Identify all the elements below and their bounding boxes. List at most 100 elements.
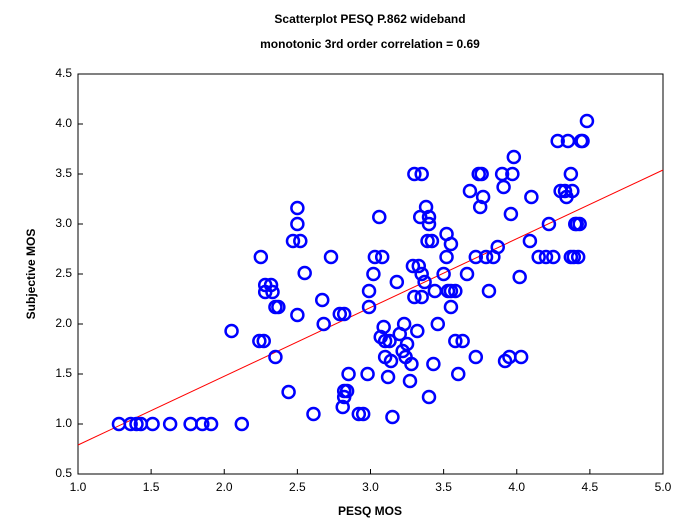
- data-point: [512, 269, 527, 285]
- fit-line: [77, 169, 664, 446]
- y-tick-label: 3.0: [55, 216, 72, 230]
- data-point: [374, 249, 390, 265]
- chart-title: Scatterplot PESQ P.862 wideband: [274, 12, 465, 26]
- data-point: [341, 366, 356, 382]
- data-point: [424, 233, 440, 249]
- data-point: [407, 289, 422, 305]
- data-point: [513, 349, 529, 365]
- data-point: [427, 283, 443, 299]
- data-point: [290, 216, 305, 232]
- data-point: [439, 249, 454, 265]
- data-point: [297, 265, 312, 281]
- data-point: [281, 384, 296, 400]
- data-point: [257, 284, 273, 300]
- data-point: [579, 113, 595, 129]
- data-point: [336, 306, 352, 322]
- data-point: [382, 333, 397, 349]
- data-point: [396, 316, 412, 332]
- data-point: [570, 249, 586, 265]
- data-point: [332, 306, 348, 322]
- data-point: [420, 233, 435, 249]
- x-tick-label: 1.5: [143, 480, 160, 494]
- data-point: [506, 149, 522, 165]
- data-point: [468, 349, 484, 365]
- data-point: [565, 183, 580, 199]
- data-point: [360, 366, 375, 382]
- y-tick-label: 3.5: [55, 166, 72, 180]
- data-point: [385, 409, 400, 425]
- x-tick-label: 4.5: [582, 480, 599, 494]
- data-point: [253, 249, 269, 265]
- data-point: [417, 274, 432, 290]
- data-point: [569, 216, 584, 232]
- x-tick-label: 2.0: [216, 480, 233, 494]
- chart-subtitle: monotonic 3rd order correlation = 0.69: [260, 37, 480, 51]
- y-tick-label: 1.5: [55, 366, 72, 380]
- data-point: [426, 356, 441, 372]
- data-point: [550, 133, 565, 149]
- data-point: [351, 406, 367, 422]
- data-point: [505, 166, 520, 182]
- data-point: [481, 283, 497, 299]
- data-point: [339, 383, 355, 399]
- data-point: [234, 416, 250, 432]
- data-point: [490, 239, 505, 255]
- data-point: [361, 299, 377, 315]
- data-point: [306, 406, 321, 422]
- data-point: [421, 389, 437, 405]
- plot-frame: [77, 73, 664, 475]
- data-point: [389, 274, 405, 290]
- data-point: [316, 316, 331, 332]
- data-point: [455, 333, 470, 349]
- data-point: [443, 283, 459, 299]
- data-point: [566, 249, 582, 265]
- data-point: [414, 289, 429, 305]
- data-point: [271, 299, 286, 315]
- data-point: [183, 416, 198, 432]
- data-point: [410, 323, 425, 339]
- data-point: [575, 133, 590, 149]
- data-point: [478, 249, 494, 265]
- data-point: [538, 249, 554, 265]
- y-tick-label: 1.0: [55, 416, 72, 430]
- data-point: [563, 166, 579, 182]
- x-tick-label: 4.0: [508, 480, 525, 494]
- y-tick-label: 2.5: [55, 266, 72, 280]
- data-point: [468, 249, 484, 265]
- data-point: [522, 233, 538, 249]
- data-point: [129, 416, 144, 432]
- data-point: [123, 416, 138, 432]
- data-point: [383, 353, 399, 369]
- data-point: [448, 283, 463, 299]
- data-point: [405, 258, 421, 274]
- data-point: [376, 319, 391, 335]
- data-point: [503, 206, 519, 222]
- data-point: [162, 416, 178, 432]
- data-point: [430, 316, 446, 332]
- x-tick-label: 3.5: [435, 480, 452, 494]
- data-point: [355, 406, 371, 422]
- data-point: [546, 249, 561, 265]
- data-point: [145, 416, 160, 432]
- data-point: [256, 333, 271, 349]
- data-point: [404, 356, 419, 372]
- x-tick-label: 1.0: [70, 480, 87, 494]
- data-point: [252, 333, 267, 349]
- x-tick-label: 2.5: [289, 480, 306, 494]
- data-point: [524, 189, 539, 205]
- x-tick-label: 3.0: [362, 480, 379, 494]
- data-point: [474, 166, 489, 182]
- data-point: [366, 266, 381, 282]
- y-axis-label: Subjective MOS: [24, 229, 38, 320]
- y-tick-label: 4.0: [55, 116, 72, 130]
- data-point: [414, 166, 429, 182]
- data-point: [399, 336, 415, 352]
- data-point: [462, 183, 478, 199]
- data-point: [314, 292, 330, 308]
- data-point: [475, 189, 491, 205]
- y-tick-label: 4.5: [55, 66, 72, 80]
- data-point: [443, 299, 459, 315]
- data-point: [402, 373, 418, 389]
- data-point: [268, 349, 283, 365]
- data-point: [195, 416, 210, 432]
